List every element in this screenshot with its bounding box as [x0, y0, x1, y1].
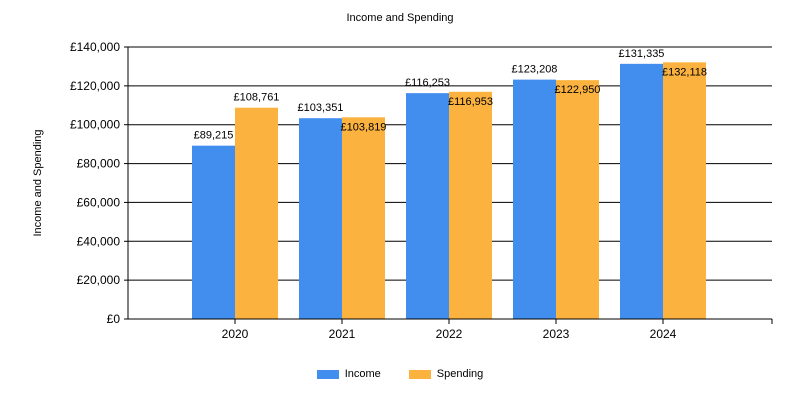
y-tick-label: £100,000 [70, 118, 120, 132]
legend-item-income: Income [316, 368, 381, 380]
bar-spending-2020 [235, 107, 278, 319]
x-tick-label: 2022 [436, 327, 463, 341]
legend-label: Income [344, 368, 381, 380]
data-label-spending-2021: £103,819 [341, 121, 387, 133]
data-label-spending-2024: £132,118 [662, 66, 707, 78]
y-tick-label: £80,000 [77, 157, 121, 171]
bar-chart: £0 £20,000 £40,000 £60,000 £80,000 £100,000 £1… [32, 40, 773, 341]
legend-item-spending: Spending [408, 368, 484, 380]
bar-spending-2021 [342, 117, 385, 319]
data-label-income-2020: £89,215 [194, 130, 234, 142]
bar-income-2020 [192, 145, 235, 319]
bar-income-2023 [513, 79, 556, 320]
legend-label: Spending [436, 368, 484, 380]
data-label-spending-2022: £116,953 [448, 96, 493, 108]
data-label-spending-2020: £108,761 [234, 92, 280, 104]
x-tick-label: 2020 [222, 327, 249, 341]
data-label-income-2024: £131,335 [619, 48, 665, 60]
bar-spending-2023 [556, 80, 599, 319]
x-tick-label: 2023 [543, 327, 570, 341]
y-tick-label: £120,000 [70, 79, 120, 93]
y-tick-label: £140,000 [70, 40, 120, 54]
y-tick-label: £0 [107, 312, 121, 326]
bar-spending-2024 [663, 62, 706, 319]
bar-income-2022 [406, 93, 449, 320]
bar-income-2024 [620, 63, 663, 320]
y-tick-label: £20,000 [77, 273, 121, 287]
y-axis-title: Income and Spending [32, 129, 44, 236]
legend: Income Spending [0, 368, 800, 380]
bar-spending-2022 [449, 91, 492, 319]
data-label-income-2023: £123,208 [512, 64, 558, 76]
y-tick-label: £60,000 [77, 195, 121, 209]
chart-title: Income and Spending [346, 12, 454, 24]
y-tick-label: £40,000 [77, 234, 121, 248]
data-label-income-2022: £116,253 [405, 77, 450, 89]
bar-income-2021 [299, 118, 342, 320]
legend-swatch [316, 369, 339, 379]
data-label-income-2021: £103,351 [298, 102, 344, 114]
data-label-spending-2023: £122,950 [555, 84, 601, 96]
x-tick-label: 2024 [650, 327, 677, 341]
legend-swatch [408, 369, 431, 379]
x-tick-label: 2021 [329, 327, 356, 341]
